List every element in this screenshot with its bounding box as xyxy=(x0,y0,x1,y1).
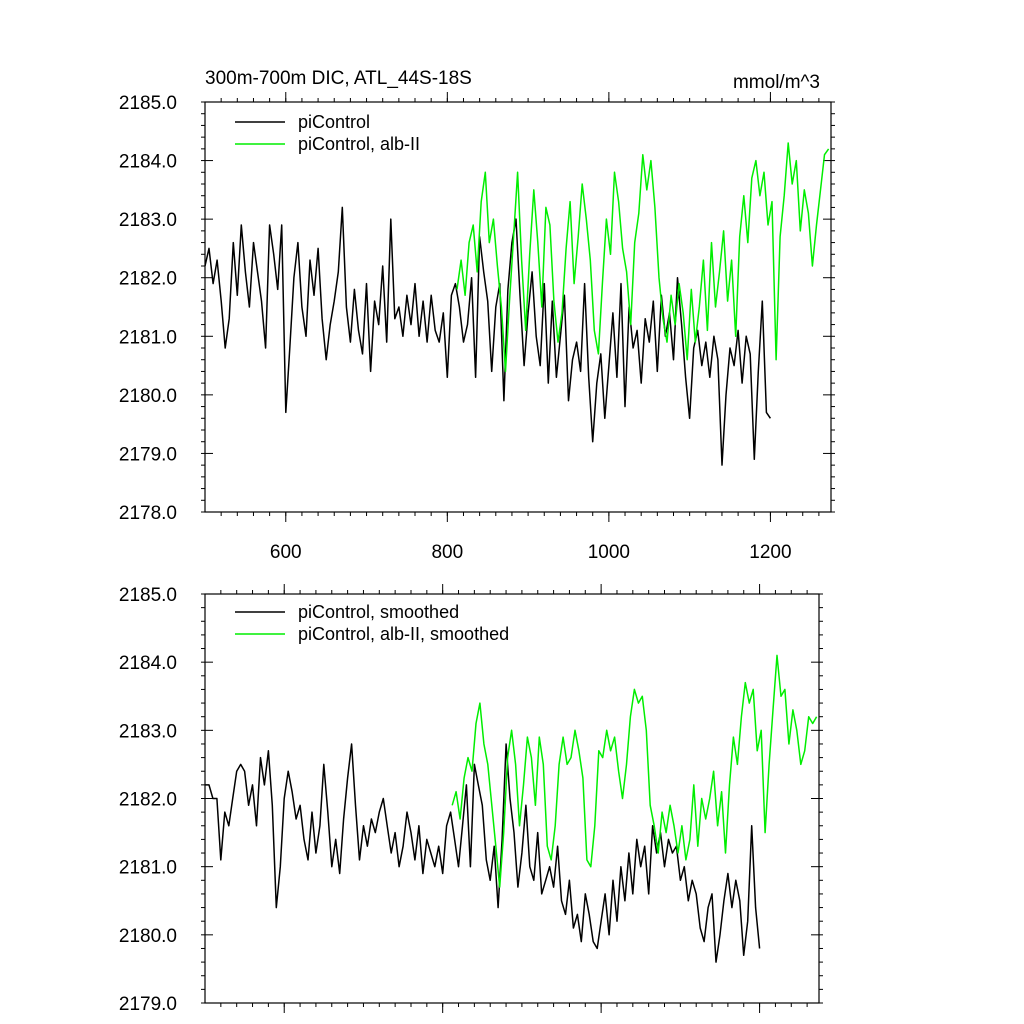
top-chart-title: 300m-700m DIC, ATL_44S-18S xyxy=(205,68,472,89)
bottom-ytick-label: 2185.0 xyxy=(119,585,177,606)
top-chart-units: mmol/m^3 xyxy=(733,72,820,93)
top-series-line-picontrol xyxy=(204,206,772,466)
top-xtick-label: 1200 xyxy=(749,542,791,563)
bottom-legend-label-green: piControl, alb-II, smoothed xyxy=(298,624,509,644)
bottom-legend: piControl, smoothed piControl, alb-II, s… xyxy=(235,602,509,644)
top-legend-label-black: piControl xyxy=(298,112,370,132)
bottom-ytick-label: 2179.0 xyxy=(119,994,177,1015)
bottom-series-line-alb-ii xyxy=(451,654,818,888)
top-ytick-label: 2182.0 xyxy=(119,269,177,290)
top-legend: piControl piControl, alb-II xyxy=(235,112,420,154)
top-ytick-label: 2185.0 xyxy=(119,93,177,114)
bottom-series-line-picontrol xyxy=(205,743,761,963)
top-ytick-label: 2184.0 xyxy=(119,152,177,173)
top-series-group xyxy=(204,142,830,466)
bottom-plot-frame xyxy=(204,593,820,1004)
bottom-ytick-label: 2184.0 xyxy=(119,653,177,674)
top-legend-label-green: piControl, alb-II xyxy=(298,134,420,154)
top-panel: 300m-700m DIC, ATL_44S-18S mmol/m^3 2178… xyxy=(119,68,835,563)
top-ytick-label: 2178.0 xyxy=(119,503,177,524)
top-plot-frame xyxy=(204,101,832,513)
top-ytick-label: 2183.0 xyxy=(119,210,177,231)
bottom-ytick-label: 2180.0 xyxy=(119,926,177,947)
top-axis-ticks: 2178.0 2179.0 2180.0 2181.0 2182.0 2183.0 2184… xyxy=(119,92,835,563)
bottom-legend-label-black: piControl, smoothed xyxy=(298,602,459,622)
top-series-line-alb-ii xyxy=(456,142,830,373)
bottom-series-group xyxy=(205,654,818,963)
bottom-ytick-label: 2182.0 xyxy=(119,790,177,811)
bottom-axis-ticks: 2179.0 2180.0 2181.0 2182.0 2183.0 2184.0 2185… xyxy=(119,584,823,1015)
top-xtick-label: 600 xyxy=(270,542,302,563)
top-ytick-label: 2181.0 xyxy=(119,327,177,348)
top-xtick-label: 800 xyxy=(431,542,463,563)
bottom-ytick-label: 2181.0 xyxy=(119,858,177,879)
bottom-panel: 2179.0 2180.0 2181.0 2182.0 2183.0 2184.0 2185… xyxy=(119,584,823,1015)
top-ytick-label: 2180.0 xyxy=(119,386,177,407)
top-ytick-label: 2179.0 xyxy=(119,444,177,465)
top-xtick-label: 1000 xyxy=(588,542,630,563)
bottom-ytick-label: 2183.0 xyxy=(119,721,177,742)
